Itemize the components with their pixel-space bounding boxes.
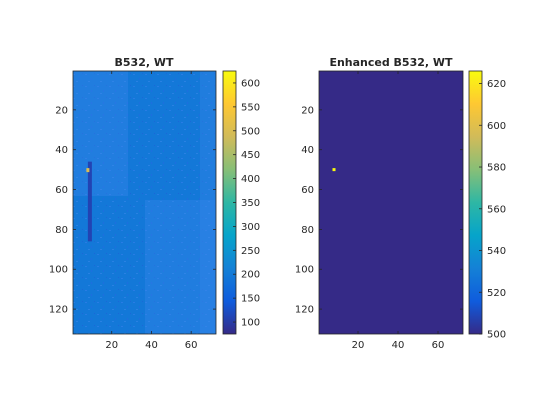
- x-tick-label: 40: [145, 340, 158, 351]
- y-tick-label: 60: [301, 185, 314, 196]
- right-chart-title: Enhanced B532, WT: [329, 56, 453, 69]
- left-axes-box: [72, 70, 217, 335]
- colorbar-tick-label: 400: [241, 174, 260, 185]
- right-colorbar-box: [468, 70, 483, 335]
- left-chart-title: B532, WT: [115, 56, 174, 69]
- right-axes-box: [318, 70, 464, 335]
- colorbar-tick-label: 620: [487, 79, 506, 90]
- colorbar-tick-label: 560: [487, 204, 506, 215]
- y-tick-label: 80: [55, 225, 68, 236]
- x-tick-label: 60: [185, 340, 198, 351]
- left-y-ticks: 20 40 60 80 100 120: [49, 105, 216, 316]
- colorbar-tick-label: 500: [487, 330, 506, 341]
- y-tick-label: 20: [55, 105, 68, 116]
- x-tick-label: 40: [392, 340, 405, 351]
- colorbar-tick-label: 350: [241, 198, 260, 209]
- colorbar-tick-label: 600: [241, 78, 260, 89]
- colorbar-tick-label: 200: [241, 270, 260, 281]
- left-colorbar-ticks: 100 150 200 250 300 350 400 450 500 550 600: [233, 78, 260, 329]
- left-heatmap-lighter-patch: [145, 200, 216, 334]
- y-tick-label: 100: [49, 265, 68, 276]
- colorbar-tick-label: 540: [487, 246, 506, 257]
- colorbar-tick-label: 500: [241, 126, 260, 137]
- colorbar-tick-label: 550: [241, 102, 260, 113]
- colorbar-tick-label: 150: [241, 294, 260, 305]
- left-panel: B532, WT 20 40 60 20 40 60 80 100 120 100 150 200…: [49, 56, 260, 351]
- y-tick-label: 40: [55, 145, 68, 156]
- y-tick-label: 120: [49, 305, 68, 316]
- colorbar-tick-label: 300: [241, 222, 260, 233]
- y-tick-label: 100: [295, 265, 314, 276]
- x-tick-label: 20: [105, 340, 118, 351]
- right-colorbar: 500 520 540 560 580 600 620: [468, 70, 506, 341]
- x-tick-label: 60: [432, 340, 445, 351]
- right-colorbar-gradient: [469, 71, 482, 334]
- y-tick-label: 60: [55, 185, 68, 196]
- left-heatmap: [73, 71, 216, 334]
- right-heatmap-background: [319, 71, 463, 334]
- right-panel: Enhanced B532, WT 20 40 60 20406080100120 …: [295, 56, 506, 351]
- colorbar-tick-label: 580: [487, 163, 506, 174]
- right-heatmap-hotspot: [332, 168, 336, 172]
- left-colorbar-gradient: [223, 71, 236, 334]
- y-tick-label: 20: [301, 105, 314, 116]
- left-heatmap-streak: [87, 161, 92, 242]
- left-x-ticks: 20 40 60: [105, 71, 198, 351]
- y-tick-label: 40: [301, 145, 314, 156]
- left-heatmap-hotspot: [86, 168, 90, 173]
- left-heatmap-texture: [73, 71, 216, 334]
- colorbar-tick-label: 450: [241, 150, 260, 161]
- colorbar-tick-label: 520: [487, 288, 506, 299]
- colorbar-tick-label: 100: [241, 318, 260, 329]
- y-tick-label: 120: [295, 305, 314, 316]
- right-colorbar-ticks: 500 520 540 560 580 600 620: [479, 79, 506, 341]
- right-x-ticks: 20 40 60: [352, 71, 445, 351]
- left-colorbar: 100 150 200 250 300 350 400 450 500 550 600: [222, 70, 260, 335]
- x-tick-label: 20: [352, 340, 365, 351]
- left-heatmap-lighter-patch: [200, 71, 216, 334]
- y-tick-label: 80: [301, 225, 314, 236]
- colorbar-tick-label: 250: [241, 246, 260, 257]
- left-heatmap-lighter-patch: [73, 71, 128, 196]
- colorbar-tick-label: 600: [487, 121, 506, 132]
- right-y-ticks: 20 40 60 80 100 120: [295, 105, 463, 316]
- right-heatmap: [319, 71, 463, 334]
